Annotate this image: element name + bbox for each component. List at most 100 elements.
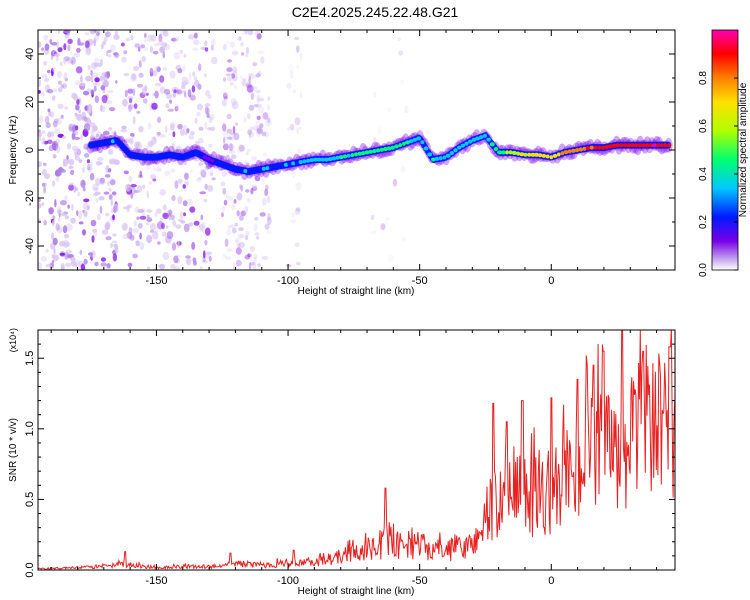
noise-speckle [94, 58, 100, 63]
noise-speckle [92, 228, 98, 233]
noise-speckle [246, 197, 251, 203]
noise-speckle [93, 85, 97, 92]
noise-speckle [230, 132, 237, 136]
noise-speckle [294, 36, 299, 41]
noise-speckle [204, 73, 207, 78]
noise-speckle [254, 216, 259, 221]
noise-speckle [73, 261, 78, 266]
noise-speckle [55, 169, 62, 177]
noise-speckle [189, 169, 193, 173]
noise-speckle [167, 108, 174, 112]
ridge-amplitude-point [202, 155, 208, 160]
noise-speckle [289, 70, 294, 79]
noise-speckle [96, 31, 100, 37]
noise-speckle [106, 89, 114, 94]
noise-speckle [257, 70, 262, 77]
noise-speckle [75, 104, 80, 111]
noise-speckle [244, 30, 248, 35]
noise-speckle [220, 181, 226, 187]
noise-speckle [200, 169, 207, 178]
noise-speckle [52, 220, 55, 227]
noise-speckle [100, 262, 107, 267]
noise-speckle [97, 157, 104, 161]
noise-speckle [106, 220, 111, 228]
noise-speckle [189, 94, 196, 101]
noise-speckle [59, 240, 66, 247]
noise-speckle [52, 88, 57, 93]
noise-speckle [252, 257, 257, 263]
ridge-amplitude-point [372, 149, 377, 154]
noise-speckle [240, 42, 244, 47]
noise-speckle [43, 60, 47, 66]
noise-speckle [51, 260, 55, 264]
noise-speckle [150, 229, 154, 233]
noise-speckle [174, 180, 179, 189]
noise-speckle [134, 43, 140, 48]
noise-speckle [84, 116, 88, 122]
noise-speckle [153, 42, 160, 47]
ridge-amplitude-point [431, 157, 436, 162]
noise-speckle [387, 254, 395, 262]
noise-speckle [188, 72, 192, 81]
ridge-amplitude-point [619, 143, 624, 148]
noise-speckle [207, 184, 214, 192]
noise-speckle [90, 61, 98, 70]
noise-speckle [266, 216, 272, 226]
noise-speckle [157, 221, 164, 230]
noise-speckle [100, 257, 106, 262]
ridge-amplitude-point [571, 148, 576, 153]
noise-speckle [377, 126, 382, 136]
noise-speckle [152, 69, 158, 77]
noise-speckle [228, 132, 236, 141]
noise-speckle [174, 36, 180, 42]
noise-speckle [211, 56, 218, 65]
noise-speckle [223, 199, 228, 206]
noise-speckle [239, 184, 242, 189]
noise-speckle [176, 104, 179, 111]
noise-speckle [152, 50, 159, 55]
ridge-amplitude-point [511, 150, 517, 155]
ridge-amplitude-point [272, 164, 277, 169]
noise-speckle [221, 212, 224, 217]
ridge-amplitude-point [243, 169, 248, 173]
noise-speckle [257, 263, 261, 267]
noise-speckle [236, 210, 240, 217]
spectrogram-noise [38, 30, 409, 270]
ridge-amplitude-point [224, 164, 230, 169]
noise-speckle [99, 177, 105, 184]
noise-speckle [51, 180, 56, 187]
noise-speckle [51, 66, 56, 73]
noise-speckle [173, 255, 179, 264]
noise-speckle [78, 210, 83, 220]
noise-speckle [204, 106, 209, 115]
ridge-amplitude-point [585, 146, 591, 151]
noise-speckle [162, 67, 168, 71]
noise-speckle [177, 218, 184, 223]
noise-speckle [54, 199, 57, 208]
noise-speckle [77, 148, 81, 156]
ridge-amplitude-point [438, 156, 443, 161]
ridge-amplitude-point [549, 155, 554, 160]
noise-speckle [135, 240, 140, 247]
noise-speckle [139, 232, 142, 240]
noise-speckle [109, 242, 113, 249]
noise-speckle [159, 263, 166, 270]
noise-speckle [191, 241, 196, 250]
ridge-amplitude-point [180, 155, 185, 160]
noise-speckle [130, 184, 137, 188]
ridge-amplitude-point [239, 168, 245, 173]
noise-speckle [171, 86, 179, 93]
ridge-amplitude-point [107, 139, 112, 144]
noise-speckle [398, 50, 404, 56]
noise-speckle [103, 36, 108, 42]
noise-speckle [62, 83, 68, 89]
noise-speckle [286, 82, 292, 90]
noise-speckle [222, 98, 227, 107]
noise-speckle [299, 52, 303, 62]
ridge-amplitude-point [261, 166, 266, 171]
noise-speckle [221, 205, 225, 213]
noise-speckle [38, 262, 43, 270]
ridge-amplitude-point [346, 153, 351, 158]
noise-speckle [115, 80, 118, 84]
noise-speckle [47, 69, 51, 74]
